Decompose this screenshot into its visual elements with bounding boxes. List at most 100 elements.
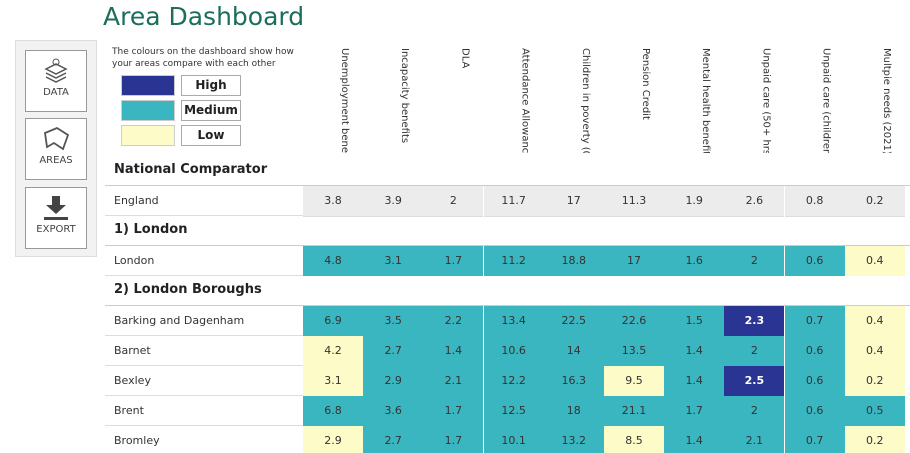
value-cell: 2 — [724, 396, 785, 426]
column-header-text: Unemployment benefit — [339, 48, 350, 153]
column-header-text: DLA — [459, 48, 471, 69]
data-button[interactable]: DATA — [25, 50, 87, 112]
column-header-text: Incapacity benefits — [399, 48, 411, 144]
value-cell: 22.5 — [543, 306, 604, 336]
value-cell: 11.7 — [483, 186, 544, 217]
value-cell: 18 — [543, 396, 604, 426]
value-cell: 12.2 — [483, 366, 544, 396]
value-cell: 14 — [543, 336, 604, 366]
value-cell: 13.4 — [483, 306, 544, 336]
value-cell: 2.1 — [724, 426, 785, 453]
value-cell: 2.3 — [724, 306, 785, 336]
value-cell: 0.2 — [844, 426, 905, 453]
value-cell: 1.7 — [423, 246, 484, 276]
export-button[interactable]: EXPORT — [25, 187, 87, 249]
value-cell: 0.2 — [844, 186, 905, 217]
row-name: London — [105, 246, 303, 276]
column-header-text: Unpaid care (children) — [820, 48, 832, 153]
value-cell: 13.5 — [604, 336, 664, 366]
button-label: DATA — [43, 87, 69, 98]
value-cell: 2 — [423, 186, 484, 217]
row-name: Brent — [105, 396, 303, 426]
legend-swatch — [121, 125, 175, 146]
value-cell: 10.1 — [483, 426, 544, 453]
section-header: National Comparator — [105, 156, 910, 186]
value-cell: 1.7 — [664, 396, 725, 426]
column-header-text: Children in poverty (0- — [579, 48, 591, 153]
value-cell: 3.6 — [363, 396, 424, 426]
value-cell: 11.2 — [483, 246, 544, 276]
value-cell: 17 — [543, 186, 604, 217]
value-cell: 1.4 — [664, 336, 725, 366]
value-cell: 6.9 — [303, 306, 363, 336]
value-cell: 3.1 — [363, 246, 424, 276]
value-cell: 1.7 — [423, 426, 484, 453]
value-cell: 3.1 — [303, 366, 363, 396]
legend-swatch — [121, 100, 175, 121]
value-cell: 2 — [724, 246, 785, 276]
column-header: Unemployment benefit — [303, 48, 363, 153]
value-cell: 0.4 — [844, 306, 905, 336]
legend-label: Medium — [181, 100, 241, 121]
legend-label: High — [181, 75, 241, 96]
value-cell: 2.5 — [724, 366, 785, 396]
value-cell: 0.7 — [784, 306, 845, 336]
value-cell: 12.5 — [483, 396, 544, 426]
value-cell: 3.5 — [363, 306, 424, 336]
value-cell: 2.9 — [363, 366, 424, 396]
value-cell: 0.6 — [784, 366, 845, 396]
areas-button[interactable]: AREAS — [25, 118, 87, 180]
value-cell: 21.1 — [604, 396, 664, 426]
sidebar: DATA AREAS EXPORT — [15, 40, 97, 257]
value-cell: 0.7 — [784, 426, 845, 453]
value-cell: 2.7 — [363, 426, 424, 453]
button-label: EXPORT — [36, 224, 76, 235]
section-header: 2) London Boroughs — [105, 276, 910, 306]
column-header-text: Multpie needs (2021) — [880, 48, 892, 153]
value-cell: 0.6 — [784, 396, 845, 426]
row-name: Barking and Dagenham — [105, 306, 303, 336]
value-cell: 11.3 — [604, 186, 664, 217]
value-cell: 18.8 — [543, 246, 604, 276]
value-cell: 2.9 — [303, 426, 363, 453]
value-cell: 2 — [724, 336, 785, 366]
legend-swatch — [121, 75, 175, 96]
value-cell: 4.8 — [303, 246, 363, 276]
column-header: Children in poverty (0- — [544, 48, 604, 153]
value-cell: 0.6 — [784, 246, 845, 276]
value-cell: 3.8 — [303, 186, 363, 217]
row-name: England — [105, 186, 303, 216]
value-cell: 9.5 — [604, 366, 664, 396]
row-name: Bexley — [105, 366, 303, 396]
value-cell: 0.4 — [844, 336, 905, 366]
value-cell: 10.6 — [483, 336, 544, 366]
value-cell: 1.7 — [423, 396, 484, 426]
column-header: Multpie needs (2021) — [845, 48, 905, 153]
value-cell: 4.2 — [303, 336, 363, 366]
value-cell: 2.6 — [724, 186, 785, 217]
button-label: AREAS — [39, 155, 73, 166]
column-header: Unpaid care (50+ hrs) — [724, 48, 784, 153]
value-cell: 1.9 — [664, 186, 725, 217]
value-cell: 1.4 — [664, 426, 725, 453]
row-name: Bromley — [105, 426, 303, 453]
legend-label: Low — [181, 125, 241, 146]
value-cell: 17 — [604, 246, 664, 276]
value-cell: 2.1 — [423, 366, 484, 396]
value-cell: 1.5 — [664, 306, 725, 336]
value-cell: 1.4 — [423, 336, 484, 366]
value-cell: 6.8 — [303, 396, 363, 426]
column-header: Incapacity benefits — [363, 48, 423, 153]
column-header-text: Attendance Allowance — [519, 48, 531, 153]
column-header-text: Mental health benefits — [700, 48, 712, 153]
value-cell: 16.3 — [543, 366, 604, 396]
value-cell: 1.6 — [664, 246, 725, 276]
value-cell: 22.6 — [604, 306, 664, 336]
value-cell: 3.9 — [363, 186, 424, 217]
value-cell: 2.2 — [423, 306, 484, 336]
value-cell: 0.5 — [844, 396, 905, 426]
legend-note: The colours on the dashboard show how yo… — [112, 47, 294, 69]
column-header: Attendance Allowance — [484, 48, 544, 153]
page-title: Area Dashboard — [103, 2, 305, 31]
